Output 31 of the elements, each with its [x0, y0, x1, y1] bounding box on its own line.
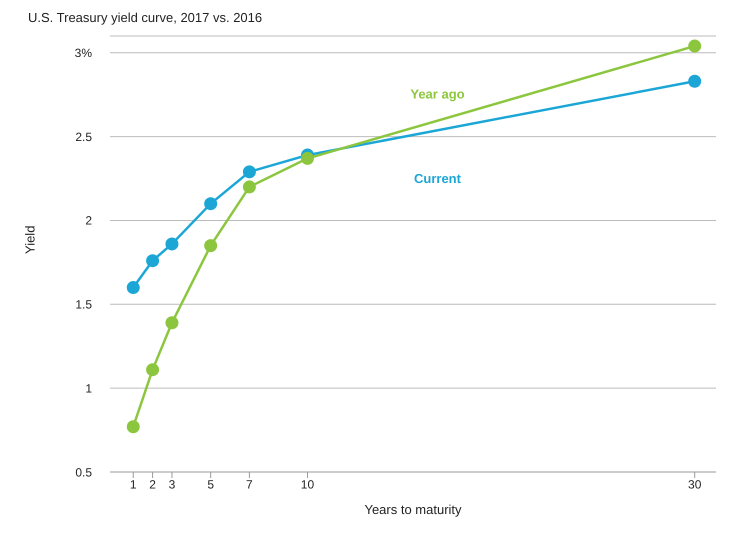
- point: [242, 165, 256, 178]
- point: [688, 74, 702, 88]
- y-tick-label: 2.5: [75, 130, 92, 144]
- x-axis-title: Years to maturity: [364, 502, 462, 517]
- y-tick-label: 1.5: [75, 298, 92, 312]
- point: [146, 254, 160, 268]
- x-tick-label: 1: [130, 478, 137, 492]
- point: [204, 197, 218, 210]
- x-tick-label: 3: [168, 478, 176, 492]
- chart-title: U.S. Treasury yield curve, 2017 vs. 2016: [28, 10, 262, 25]
- y-axis-title: Yield: [22, 226, 38, 254]
- point: [165, 237, 178, 250]
- y-tick-label: 0.5: [75, 465, 92, 480]
- point: [165, 316, 178, 330]
- y-tick-label: 1: [85, 381, 92, 396]
- y-tick-label: 3%: [74, 46, 92, 60]
- y-tick-label: 2: [85, 214, 92, 228]
- point: [126, 420, 140, 434]
- x-tick-label: 5: [207, 478, 214, 492]
- point: [300, 152, 314, 165]
- point: [204, 239, 218, 252]
- x-tick-label: 30: [688, 478, 702, 492]
- x-tick-label: 2: [149, 478, 156, 492]
- point: [688, 40, 702, 53]
- text: Current: [414, 171, 462, 186]
- x-tick-label: 7: [246, 478, 254, 492]
- point: [126, 281, 140, 294]
- x-tick-label: 10: [300, 478, 314, 492]
- series-label: Year ago: [410, 86, 465, 102]
- point: [242, 180, 256, 194]
- point: [146, 363, 160, 376]
